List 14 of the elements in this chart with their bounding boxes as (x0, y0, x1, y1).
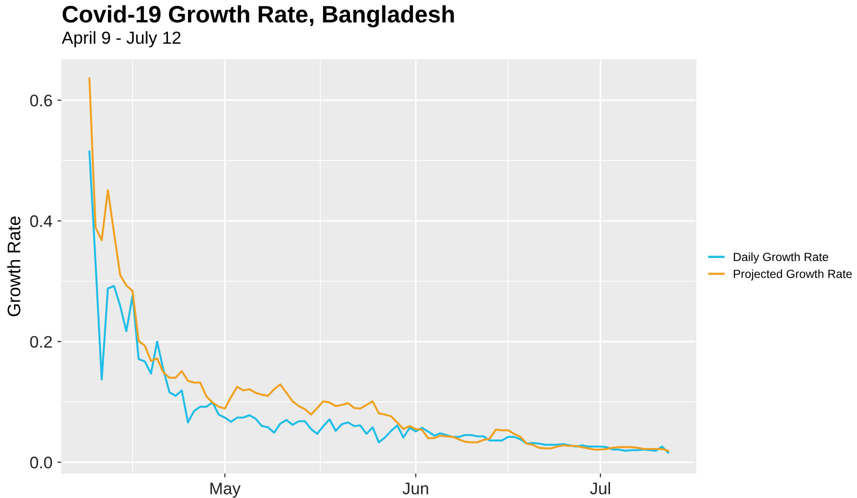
x-tick-label: Jun (402, 482, 428, 494)
y-tick-label: 0.0 (30, 456, 52, 468)
legend-label: Projected Growth Rate (734, 269, 852, 280)
chart-title: Covid-19 Growth Rate, Bangladesh (62, 5, 454, 28)
x-tick-label: Jul (590, 482, 610, 494)
y-axis-title: Growth Rate (7, 216, 20, 316)
line-series (88, 150, 670, 454)
y-tick-label: 0.4 (30, 215, 52, 228)
y-tick-label: 0.6 (30, 94, 52, 106)
chart-subtitle: April 9 - July 12 (62, 31, 180, 48)
line-series (88, 77, 670, 452)
legend-label: Daily Growth Rate (734, 252, 828, 264)
x-tick-label: May (210, 482, 241, 498)
y-tick-label: 0.2 (30, 336, 52, 348)
